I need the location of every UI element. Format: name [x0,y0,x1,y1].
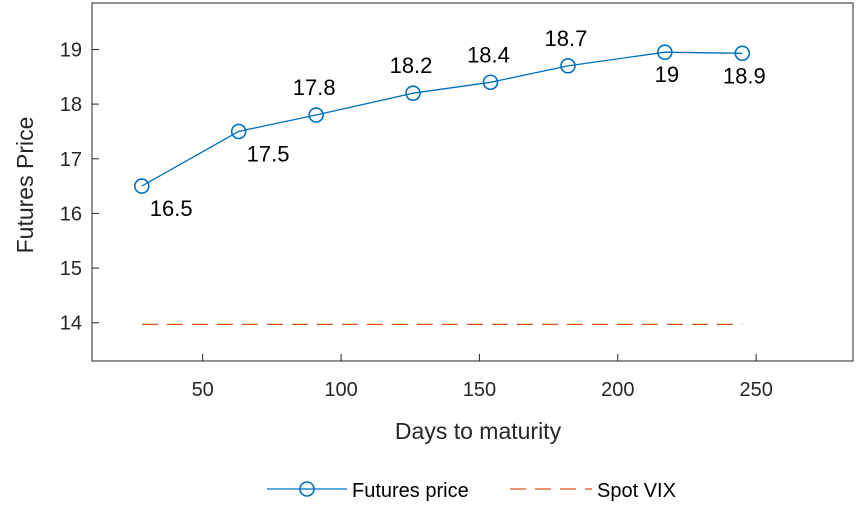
futures-price-marker [482,74,499,91]
plot-area [91,2,854,362]
data-label: 17.8 [293,75,336,100]
y-axis-ticks: 14 15 16 17 18 19 [60,39,99,335]
data-label: 19 [655,62,679,87]
y-tick-label: 17 [60,149,82,171]
legend-futures-marker [299,481,315,497]
futures-price-marker [657,44,673,60]
y-tick-label: 19 [60,39,82,61]
futures-price-marker [134,178,150,194]
futures-price-marker [734,45,751,62]
x-tick-label: 50 [192,379,214,401]
y-tick-label: 18 [60,94,82,116]
data-label: 18.9 [723,63,766,88]
legend-futures-label: Futures price [352,480,469,502]
data-label: 18.4 [467,42,510,67]
y-tick-label: 15 [60,258,82,280]
legend-box [249,470,712,506]
futures-price-marker [230,123,247,140]
futures-price-marker [405,85,421,101]
y-tick-label: 14 [60,313,82,335]
legend: Futures price Spot VIX [249,470,712,506]
futures-price-line [141,51,743,187]
data-label: 16.5 [150,196,193,221]
y-tick-label: 16 [60,203,82,225]
series-layer [134,44,751,326]
x-tick-label: 100 [324,379,357,401]
data-labels: 16.5 17.5 17.8 18.2 18.4 18.7 19 18.9 [150,26,766,221]
x-axis-ticks: 50 100 150 200 250 [192,354,773,401]
x-tick-label: 200 [601,379,634,401]
futures-price-marker [308,107,324,123]
data-label: 18.7 [545,26,588,51]
data-label: 17.5 [247,141,290,166]
legend-spot-label: Spot VIX [597,480,676,502]
x-axis-title: Days to maturity [395,418,562,444]
futures-price-marker [560,58,576,74]
x-tick-label: 250 [739,379,772,401]
y-axis-title: Futures Price [12,117,38,254]
data-label: 18.2 [390,53,433,78]
x-tick-label: 150 [463,379,496,401]
